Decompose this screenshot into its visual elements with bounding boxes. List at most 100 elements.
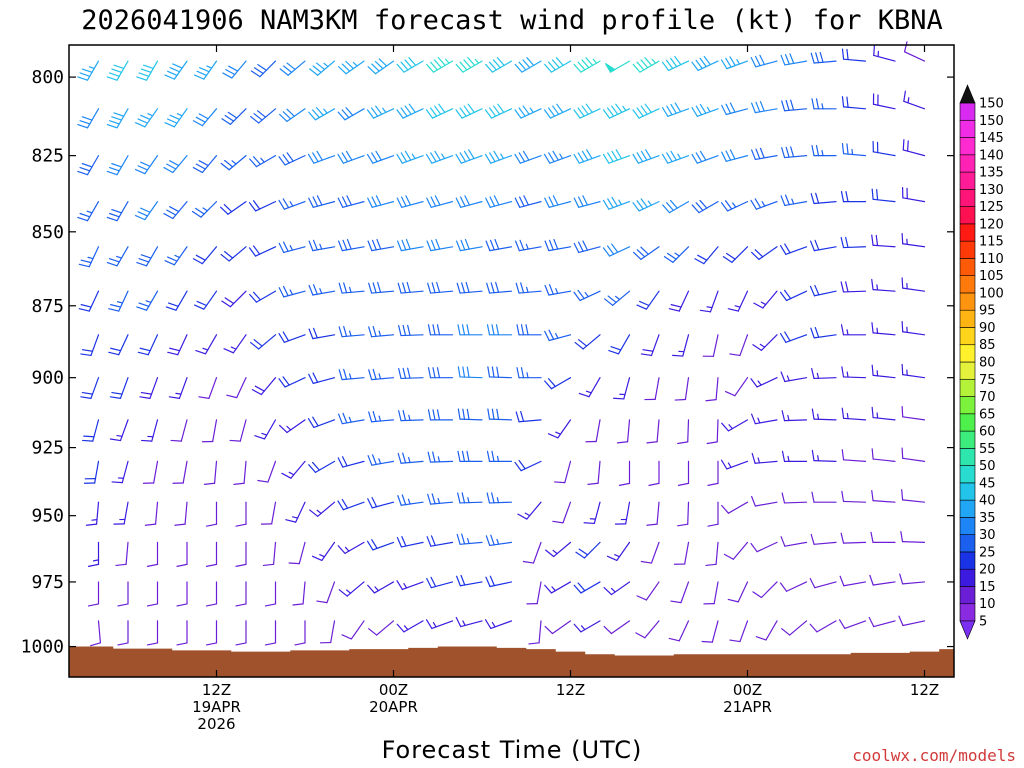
colorbar-swatch [959,517,976,535]
colorbar-swatch [959,586,976,605]
colorbar-swatch [959,275,976,294]
wind-barb [703,581,719,605]
wind-barb [146,620,159,646]
wind-barb [779,289,808,302]
wind-barb [338,581,365,597]
wind-barb [427,281,454,294]
colorbar-tick-label: 70 [979,390,996,405]
wind-barb [809,620,837,633]
wind-barb [427,324,454,336]
wind-barb [811,145,837,157]
wind-barb [871,322,896,336]
wind-barb [838,619,867,630]
colorbar-swatch [959,119,976,138]
wind-barb [514,150,542,164]
wind-barb [526,581,542,605]
wind-barb [673,541,690,565]
wind-barb [165,290,188,311]
colorbar-tick-label: 135 [979,166,1004,181]
wind-barb [141,419,159,442]
wind-barb [900,530,926,543]
wind-barb [117,620,129,646]
wind-barb [396,620,424,633]
wind-barb [308,372,336,384]
wind-barb [308,460,336,473]
wind-barb [278,331,306,343]
wind-barb [485,57,513,73]
wind-barb [486,450,513,462]
wind-barb [85,501,100,526]
wind-barb [198,377,218,399]
wind-barb [167,334,188,356]
wind-barb [751,100,778,114]
wind-barbs [77,41,926,647]
wind-barb [674,377,690,401]
wind-barb [137,334,159,356]
wind-barb [677,460,690,486]
colorbar-tick-label: 15 [979,580,996,595]
wind-barb [205,620,218,646]
wind-barb [235,620,247,646]
wind-barb [307,416,336,428]
colorbar-tick-label: 35 [979,511,996,526]
colorbar-tick-label: 110 [979,252,1004,267]
wind-barb [547,419,572,439]
wind-barb [871,406,896,421]
wind-barb [751,495,778,507]
wind-barb [663,246,690,263]
colorbar-tick-label: 55 [979,442,996,457]
wind-barb [485,238,513,252]
wind-barb [109,419,129,442]
wind-barb [575,541,601,559]
wind-barb [278,241,306,254]
wind-barb [750,54,778,68]
wind-barb [456,533,483,545]
colorbar-swatch [959,171,976,190]
wind-barb [755,620,778,641]
colorbar-tick-label: 45 [979,476,996,491]
wind-barb [750,377,778,388]
wind-barb [457,366,483,379]
wind-barb [134,155,159,175]
wind-barb [648,460,660,486]
wind-barb [192,155,218,174]
wind-barb [248,200,277,212]
wind-barb [426,57,454,73]
wind-barb [723,541,749,560]
colorbar-tick-label: 130 [979,183,1004,198]
wind-barb [144,501,159,526]
wind-barb [235,501,247,527]
colorbar-swatch [959,396,976,415]
colorbar-swatch [959,206,976,225]
wind-barb [901,363,926,379]
wind-barb [662,199,690,214]
wind-barb [456,574,483,587]
x-tick-label: 00Z [733,681,762,699]
colorbar-tick-label: 90 [979,321,996,336]
wind-barb [840,324,867,336]
wind-barb [134,108,159,128]
plot-frame [68,44,955,678]
wind-barb [455,57,483,73]
wind-barb [398,324,424,337]
wind-barb [752,581,778,599]
wind-barb [810,327,837,339]
wind-barb [115,541,129,567]
wind-barb [281,460,306,479]
wind-barb [78,246,100,268]
wind-barb [901,320,926,336]
wind-barb [668,290,690,312]
wind-barb [250,334,277,350]
wind-barb [839,575,867,587]
wind-barb [602,103,631,119]
wind-barb [205,581,218,607]
wind-barb [426,238,454,252]
wind-barb [603,581,631,596]
colorbar-swatch [959,292,976,311]
wind-barb [309,501,336,517]
colorbar-tick-label: 25 [979,545,996,560]
wind-barb [106,201,129,222]
wind-barb [170,419,188,442]
wind-barb [279,60,306,76]
